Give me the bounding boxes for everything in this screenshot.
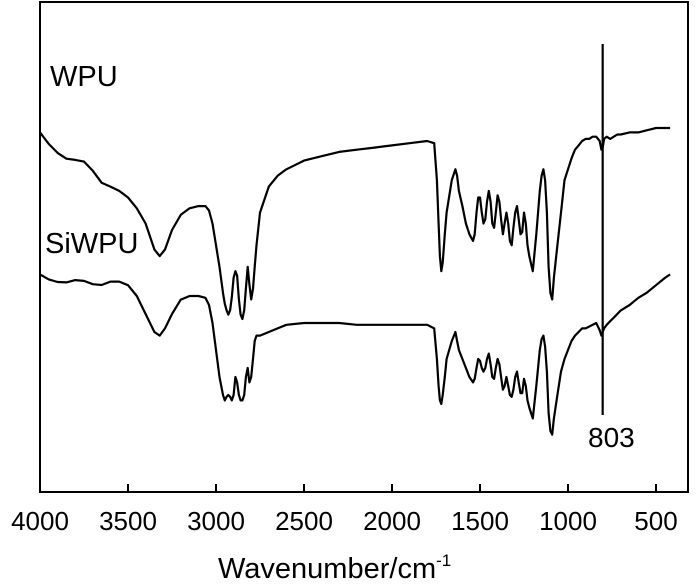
traces bbox=[39, 126, 671, 436]
x-axis-title-main: Wavenumber/cm bbox=[218, 553, 436, 584]
x-tick-label-4000: 4000 bbox=[11, 506, 69, 536]
x-axis-ticks: 4000 3500 3000 2500 2000 1500 1000 500 bbox=[11, 484, 678, 536]
x-tick-label-3500: 3500 bbox=[99, 506, 157, 536]
x-tick-label-2500: 2500 bbox=[275, 506, 333, 536]
plot-frame bbox=[39, 1, 689, 493]
series-line-wpu bbox=[39, 126, 671, 321]
series-label-siwpu: SiWPU bbox=[45, 228, 138, 260]
x-axis-title-sup: -1 bbox=[436, 551, 451, 570]
x-tick-label-1000: 1000 bbox=[539, 506, 597, 536]
series-label-wpu: WPU bbox=[50, 61, 118, 93]
x-axis-title: Wavenumber/cm-1 bbox=[218, 551, 451, 584]
x-tick-label-500: 500 bbox=[634, 506, 677, 536]
annotation-label-803: 803 bbox=[588, 422, 635, 453]
x-tick-label-1500: 1500 bbox=[451, 506, 509, 536]
series-line-siwpu bbox=[39, 273, 671, 436]
x-tick-label-3000: 3000 bbox=[187, 506, 245, 536]
x-tick-label-2000: 2000 bbox=[363, 506, 421, 536]
